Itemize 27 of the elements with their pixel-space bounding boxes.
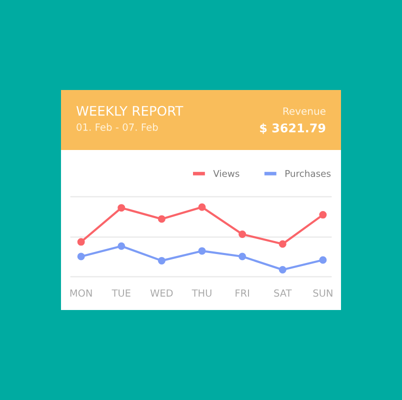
point [238,252,246,260]
chart-subtitle: 01. Feb - 07. Feb [76,123,158,131]
point [278,240,286,248]
x-tick-label: SAT [274,289,292,297]
point [77,252,85,260]
point [198,203,206,211]
point [77,238,85,246]
x-tick-label: TUE [112,290,130,297]
x-tick-label: THU [192,290,212,297]
legend-label: Purchases [286,170,331,177]
point [118,242,126,250]
text: Revenue [283,107,326,115]
legend-label: Views [213,170,240,177]
x-tick-label: SUN [313,289,332,297]
point [118,204,126,212]
text: $ 3621.79 [260,123,326,134]
point [158,256,166,264]
chart-title: WEEKLY REPORT [76,106,184,116]
point [319,211,327,219]
x-tick-label: FRI [236,290,249,297]
point [198,247,206,255]
point [238,230,246,238]
x-tick-label: MON [70,289,92,297]
point [278,266,286,274]
point [158,215,166,223]
point [319,256,327,264]
x-tick-label: WED [150,290,173,297]
